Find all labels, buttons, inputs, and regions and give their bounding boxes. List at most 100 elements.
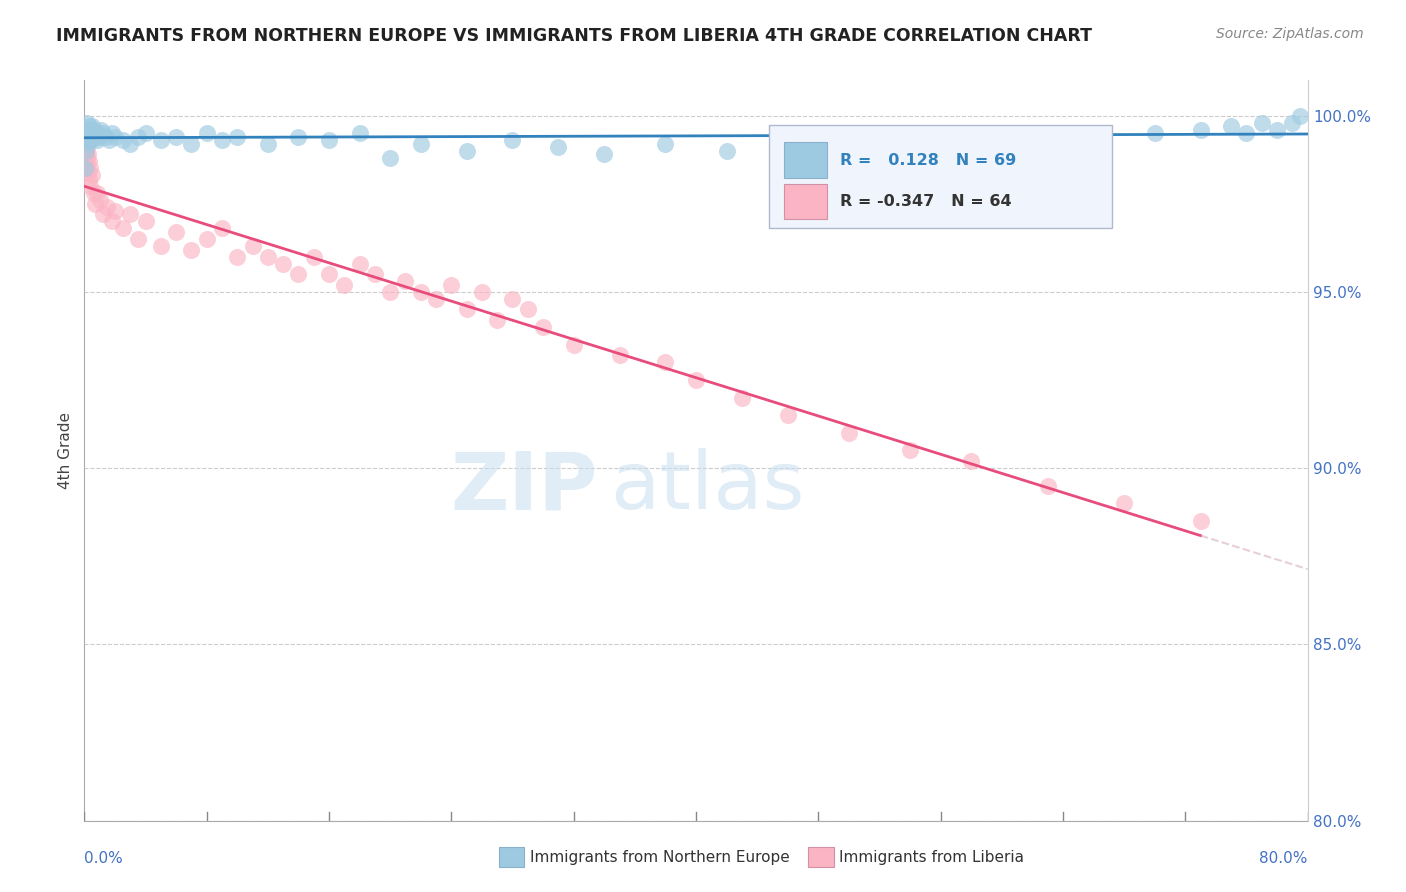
Point bbox=[211, 221, 233, 235]
Point bbox=[101, 126, 124, 140]
Point bbox=[96, 200, 118, 214]
Point bbox=[502, 133, 524, 147]
Point bbox=[75, 161, 97, 176]
Point bbox=[127, 232, 149, 246]
Point bbox=[195, 232, 218, 246]
Point bbox=[271, 257, 294, 271]
Point bbox=[409, 136, 432, 151]
Point bbox=[76, 136, 98, 151]
Point bbox=[120, 207, 142, 221]
Point bbox=[991, 136, 1014, 151]
Bar bbox=[769, 125, 1112, 228]
Text: Immigrants from Northern Europe: Immigrants from Northern Europe bbox=[530, 850, 790, 864]
Point bbox=[104, 203, 127, 218]
Text: Immigrants from Liberia: Immigrants from Liberia bbox=[839, 850, 1025, 864]
Point bbox=[1289, 109, 1312, 123]
Point bbox=[502, 292, 524, 306]
Point bbox=[89, 129, 111, 144]
Point bbox=[716, 144, 738, 158]
Point bbox=[425, 292, 447, 306]
Point bbox=[776, 133, 799, 147]
Point bbox=[86, 133, 108, 147]
Point bbox=[91, 126, 114, 140]
Point bbox=[90, 122, 112, 136]
Point bbox=[101, 214, 124, 228]
Point bbox=[1067, 133, 1090, 147]
Point bbox=[349, 257, 371, 271]
Point bbox=[77, 147, 100, 161]
Point bbox=[149, 133, 172, 147]
Text: R = -0.347   N = 64: R = -0.347 N = 64 bbox=[841, 194, 1012, 210]
Text: atlas: atlas bbox=[610, 449, 804, 526]
Point bbox=[83, 122, 105, 136]
Point bbox=[380, 285, 402, 299]
Point bbox=[516, 302, 538, 317]
Point bbox=[111, 133, 134, 147]
Point bbox=[318, 267, 340, 281]
Point bbox=[898, 443, 921, 458]
Point bbox=[914, 129, 936, 144]
Point bbox=[440, 277, 463, 292]
Text: 0.0%: 0.0% bbox=[84, 851, 124, 866]
Point bbox=[80, 169, 103, 183]
Point bbox=[80, 133, 103, 147]
Text: Source: ZipAtlas.com: Source: ZipAtlas.com bbox=[1216, 27, 1364, 41]
Point bbox=[79, 126, 101, 140]
Point bbox=[257, 250, 280, 264]
Point bbox=[84, 129, 107, 144]
Point bbox=[1250, 115, 1272, 129]
Point bbox=[76, 158, 98, 172]
Point bbox=[318, 133, 340, 147]
Point bbox=[79, 161, 101, 176]
Point bbox=[80, 119, 103, 133]
Point bbox=[76, 151, 98, 165]
Point bbox=[79, 126, 101, 140]
Point bbox=[654, 136, 676, 151]
Point bbox=[80, 122, 103, 136]
Point bbox=[76, 129, 98, 144]
Point bbox=[79, 179, 101, 194]
Point bbox=[287, 129, 309, 144]
Point bbox=[76, 122, 98, 136]
Point bbox=[349, 126, 371, 140]
Point bbox=[86, 186, 108, 200]
Point bbox=[127, 129, 149, 144]
Point bbox=[82, 129, 104, 144]
Point bbox=[685, 373, 707, 387]
Point bbox=[97, 133, 120, 147]
Point bbox=[75, 133, 97, 147]
Y-axis label: 4th Grade: 4th Grade bbox=[58, 412, 73, 489]
Point bbox=[76, 122, 98, 136]
Point bbox=[1236, 126, 1258, 140]
Point bbox=[77, 154, 100, 169]
Point bbox=[75, 151, 97, 165]
Point bbox=[471, 285, 494, 299]
Point bbox=[609, 348, 631, 362]
Point bbox=[91, 207, 114, 221]
Point bbox=[77, 122, 100, 136]
Point bbox=[838, 140, 860, 154]
Point bbox=[75, 144, 97, 158]
Point bbox=[364, 267, 387, 281]
Point bbox=[654, 355, 676, 369]
Point bbox=[1281, 115, 1303, 129]
Point bbox=[776, 408, 799, 422]
Point bbox=[242, 239, 264, 253]
Point bbox=[531, 320, 554, 334]
Point bbox=[149, 239, 172, 253]
Point bbox=[77, 126, 100, 140]
Point bbox=[456, 144, 478, 158]
Point bbox=[593, 147, 616, 161]
Point bbox=[1036, 479, 1059, 493]
Point bbox=[562, 337, 585, 351]
Point bbox=[77, 126, 100, 140]
Point bbox=[89, 193, 111, 207]
Point bbox=[120, 136, 142, 151]
Point bbox=[1143, 126, 1166, 140]
Point bbox=[1189, 122, 1212, 136]
Point bbox=[1265, 122, 1288, 136]
Point bbox=[394, 274, 416, 288]
Point bbox=[226, 129, 249, 144]
Point bbox=[960, 454, 983, 468]
Point bbox=[333, 277, 356, 292]
